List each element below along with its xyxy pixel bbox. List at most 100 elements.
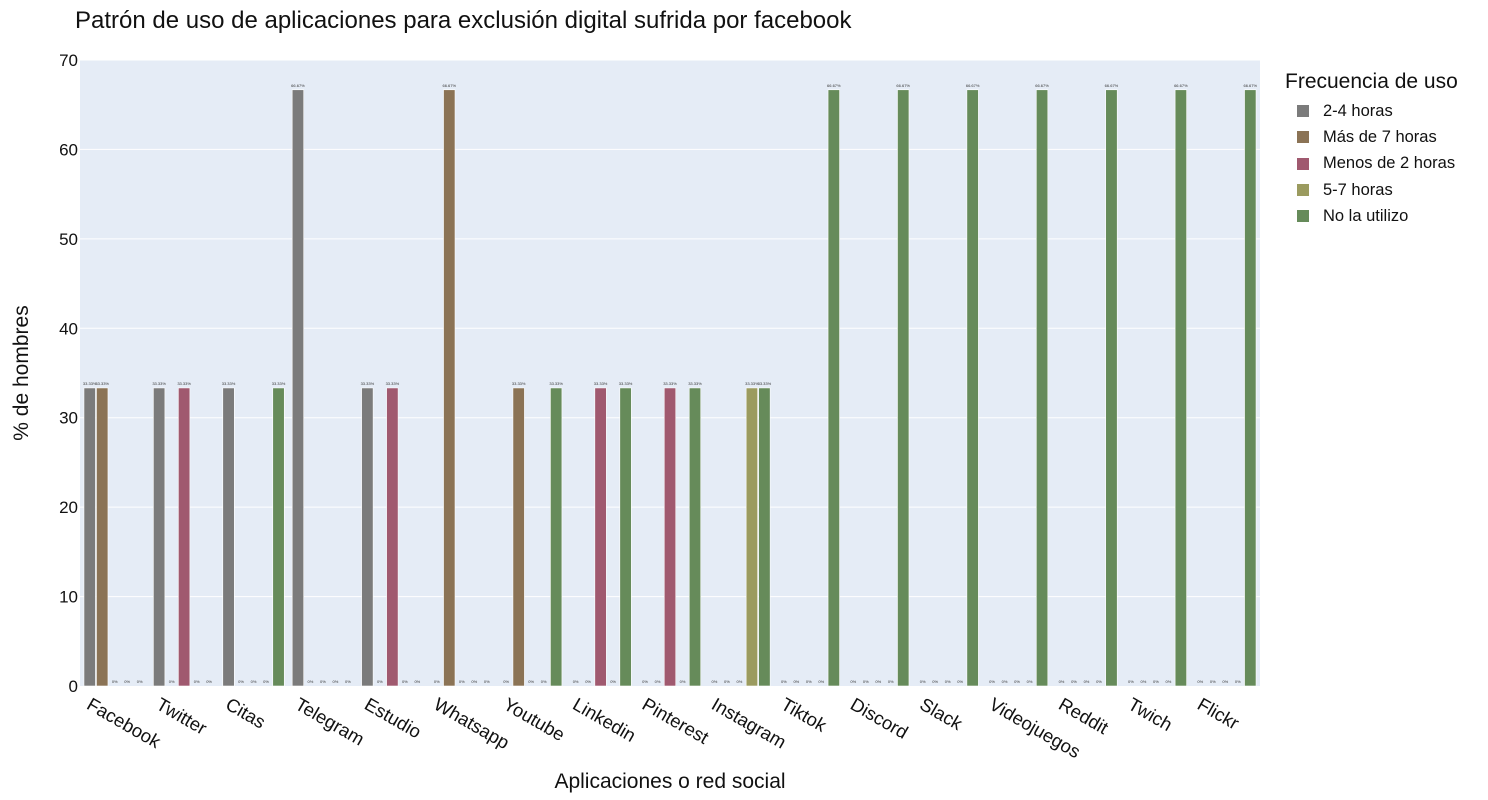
x-tick-label: Slack: [916, 693, 966, 734]
bar: [178, 387, 191, 687]
y-tick-label: 30: [59, 409, 78, 428]
bar-data-label: 0%: [1071, 679, 1077, 684]
bar-data-label: 33.33%: [95, 381, 109, 386]
x-tick-label: Pinterest: [639, 693, 713, 748]
legend-item[interactable]: Menos de 2 horas: [1297, 151, 1458, 177]
bar-data-label: 66.67%: [291, 83, 305, 88]
bar-data-label: 0%: [818, 679, 824, 684]
legend-swatch: [1297, 105, 1309, 118]
y-tick-label: 50: [59, 230, 78, 249]
bar-data-label: 0%: [484, 679, 490, 684]
bar-data-label: 0%: [320, 679, 326, 684]
bar-data-label: 0%: [957, 679, 963, 684]
bar-data-label: 66.67%: [827, 83, 841, 88]
legend-title: Frecuencia de uso: [1285, 70, 1458, 93]
bar-data-label: 0%: [932, 679, 938, 684]
legend-swatch: [1297, 131, 1309, 144]
bar-data-label: 0%: [850, 679, 856, 684]
x-tick-label: Estudio: [361, 693, 425, 742]
bar: [897, 89, 910, 687]
bars: [83, 89, 1257, 687]
bar-data-label: 0%: [471, 679, 477, 684]
bar-data-labels: 33.33%33.33%0% 0% 0%33.33%0%33.33%0% 0%33.3…: [83, 83, 1258, 684]
x-tick-label: Facebook: [83, 693, 165, 752]
bar-data-label: 0%: [1014, 679, 1020, 684]
bar-data-label: 0%: [1140, 679, 1146, 684]
bar: [222, 387, 235, 687]
bar: [745, 387, 758, 687]
y-tick-label: 10: [59, 588, 78, 607]
bar-data-label: 0%: [712, 679, 718, 684]
bar-data-label: 0%: [251, 679, 257, 684]
bar-data-label: 0%: [680, 679, 686, 684]
bar-data-label: 0%: [541, 679, 547, 684]
bar-data-label: 0%: [655, 679, 661, 684]
bar-data-label: 0%: [1210, 679, 1216, 684]
bar-data-label: 66.67%: [896, 83, 910, 88]
y-tick-label: 0: [69, 677, 78, 696]
bar-data-label: 33.33%: [512, 381, 526, 386]
bar: [550, 387, 563, 687]
bar: [361, 387, 374, 687]
bar: [443, 89, 456, 687]
x-tick-label: Discord: [847, 693, 912, 743]
bar-data-label: 33.33%: [83, 381, 97, 386]
bar-data-label: 0%: [585, 679, 591, 684]
legend-item[interactable]: 2-4 horas: [1297, 98, 1458, 124]
bar-data-label: 0%: [806, 679, 812, 684]
legend-swatch: [1297, 184, 1309, 197]
bar-data-label: 0%: [1027, 679, 1033, 684]
bar-data-label: 0%: [573, 679, 579, 684]
bar: [96, 387, 109, 687]
bar-data-label: 0%: [989, 679, 995, 684]
bar-data-label: 33.33%: [177, 381, 191, 386]
bar-data-label: 33.33%: [619, 381, 633, 386]
bar-data-label: 66.67%: [1243, 83, 1257, 88]
bar-data-label: 0%: [112, 679, 118, 684]
x-tick-label: Flickr: [1194, 693, 1243, 733]
bar: [688, 387, 702, 687]
x-tick-label: Tiktok: [778, 693, 831, 736]
y-axis-title: % de hombres: [10, 305, 33, 440]
legend-label: Más de 7 horas: [1323, 127, 1437, 146]
bar-data-label: 0%: [724, 679, 730, 684]
bar-data-label: 0%: [308, 679, 314, 684]
bar-data-label: 0%: [345, 679, 351, 684]
bar-data-label: 33.33%: [758, 381, 772, 386]
legend-label: No la utilizo: [1323, 206, 1409, 225]
x-tick-label: Whatsapp: [431, 693, 514, 753]
bar-data-label: 0%: [1084, 679, 1090, 684]
bar-data-label: 0%: [263, 679, 269, 684]
legend-item[interactable]: No la utilizo: [1297, 203, 1458, 229]
bar-data-label: 0%: [169, 679, 175, 684]
y-tick-label: 20: [59, 498, 78, 517]
bar-data-label: 0%: [528, 679, 534, 684]
bar-data-label: 33.33%: [745, 381, 759, 386]
bar-data-label: 0%: [875, 679, 881, 684]
bar: [83, 387, 96, 687]
bar-data-label: 0%: [920, 679, 926, 684]
bar-data-label: 0%: [945, 679, 951, 684]
bar-data-label: 33.33%: [272, 381, 286, 386]
x-tick-label: Linkedin: [569, 693, 639, 746]
bar-data-label: 66.67%: [1174, 83, 1188, 88]
bar-data-label: 33.33%: [222, 381, 236, 386]
bar: [1244, 89, 1257, 687]
bar-data-label: 0%: [1059, 679, 1065, 684]
bar-data-label: 0%: [1096, 679, 1102, 684]
bar-data-label: 0%: [434, 679, 440, 684]
bar: [512, 387, 525, 687]
legend-item[interactable]: Más de 7 horas: [1297, 124, 1458, 150]
bar-data-label: 0%: [333, 679, 339, 684]
bar: [1036, 89, 1049, 687]
bar-data-label: 0%: [377, 679, 383, 684]
bar-data-label: 0%: [1002, 679, 1008, 684]
x-axis-title: Aplicaciones o red social: [554, 770, 785, 793]
bar-data-label: 0%: [610, 679, 616, 684]
bar-data-label: 0%: [1165, 679, 1171, 684]
bar: [619, 387, 632, 687]
bar-data-label: 0%: [137, 679, 143, 684]
legend-item[interactable]: 5-7 horas: [1297, 177, 1458, 203]
legend-swatch: [1297, 210, 1309, 223]
